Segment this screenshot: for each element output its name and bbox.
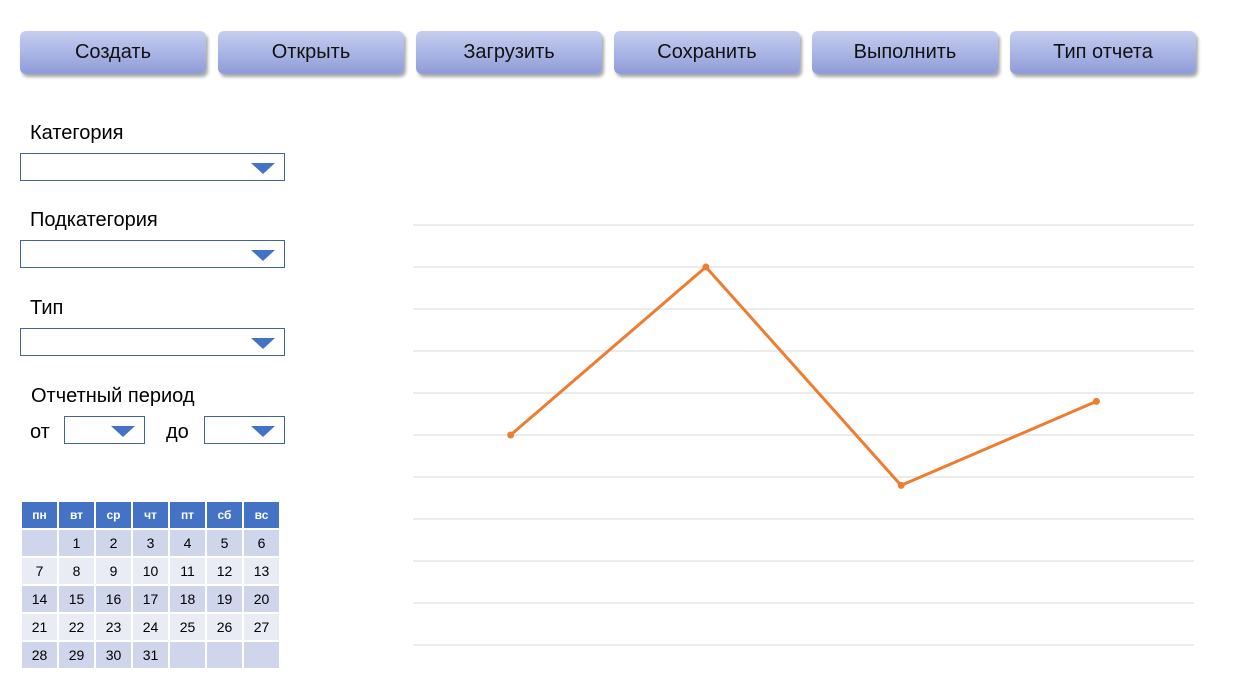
calendar-day[interactable]: 4 xyxy=(170,530,205,556)
period-from-label: от xyxy=(30,421,50,443)
weekday-sat: сб xyxy=(207,502,242,528)
calendar-day[interactable]: 23 xyxy=(96,614,131,640)
calendar-header-row: пн вт ср чт пт сб вс xyxy=(22,502,279,528)
calendar-day[interactable]: 24 xyxy=(133,614,168,640)
subcategory-select[interactable] xyxy=(20,240,285,268)
calendar-day[interactable]: 29 xyxy=(59,642,94,668)
calendar-week-row: 28 29 30 31 xyxy=(22,642,279,668)
calendar-day[interactable] xyxy=(207,642,242,668)
calendar-day[interactable]: 21 xyxy=(22,614,57,640)
calendar-day[interactable]: 20 xyxy=(244,586,279,612)
calendar-day[interactable]: 19 xyxy=(207,586,242,612)
weekday-mon: пн xyxy=(22,502,57,528)
chevron-down-icon[interactable] xyxy=(251,250,275,261)
run-button[interactable]: Выполнить xyxy=(812,31,998,74)
chart-point xyxy=(702,263,710,271)
weekday-wed: ср xyxy=(96,502,131,528)
period-label: Отчетный период xyxy=(31,385,195,407)
chart-point xyxy=(1092,397,1100,405)
calendar-day[interactable]: 13 xyxy=(244,558,279,584)
calendar-day[interactable]: 15 xyxy=(59,586,94,612)
category-select[interactable] xyxy=(20,153,285,181)
calendar-day[interactable]: 26 xyxy=(207,614,242,640)
period-to-label: до xyxy=(166,421,189,443)
calendar-day[interactable]: 8 xyxy=(59,558,94,584)
calendar-week-row: 14 15 16 17 18 19 20 xyxy=(22,586,279,612)
calendar: пн вт ср чт пт сб вс 1 2 3 4 5 6 7 8 9 1… xyxy=(20,500,281,670)
chevron-down-icon[interactable] xyxy=(251,338,275,349)
calendar-week-row: 1 2 3 4 5 6 xyxy=(22,530,279,556)
calendar-day[interactable]: 6 xyxy=(244,530,279,556)
subcategory-label: Подкатегория xyxy=(30,209,158,231)
period-to-select[interactable] xyxy=(204,416,285,444)
calendar-day[interactable]: 1 xyxy=(59,530,94,556)
calendar-day[interactable]: 18 xyxy=(170,586,205,612)
calendar-day[interactable]: 11 xyxy=(170,558,205,584)
calendar-day[interactable]: 2 xyxy=(96,530,131,556)
calendar-day[interactable]: 10 xyxy=(133,558,168,584)
calendar-day[interactable]: 7 xyxy=(22,558,57,584)
calendar-day[interactable]: 28 xyxy=(22,642,57,668)
calendar-day[interactable]: 12 xyxy=(207,558,242,584)
weekday-sun: вс xyxy=(244,502,279,528)
chevron-down-icon[interactable] xyxy=(251,426,275,437)
period-from-select[interactable] xyxy=(64,416,145,444)
calendar-day[interactable]: 30 xyxy=(96,642,131,668)
open-button[interactable]: Открыть xyxy=(218,31,404,74)
type-select[interactable] xyxy=(20,328,285,356)
calendar-day[interactable]: 9 xyxy=(96,558,131,584)
chart-series-line xyxy=(509,265,1097,487)
calendar-day[interactable]: 5 xyxy=(207,530,242,556)
calendar-day[interactable]: 16 xyxy=(96,586,131,612)
weekday-tue: вт xyxy=(59,502,94,528)
chevron-down-icon[interactable] xyxy=(111,426,135,437)
calendar-day[interactable]: 17 xyxy=(133,586,168,612)
create-button[interactable]: Создать xyxy=(20,31,206,74)
calendar-day[interactable]: 25 xyxy=(170,614,205,640)
chart-point xyxy=(507,431,515,439)
calendar-day[interactable]: 22 xyxy=(59,614,94,640)
weekday-thu: чт xyxy=(133,502,168,528)
type-label: Тип xyxy=(30,297,64,319)
calendar-day[interactable] xyxy=(170,642,205,668)
calendar-day[interactable] xyxy=(244,642,279,668)
calendar-day[interactable]: 14 xyxy=(22,586,57,612)
chart-point xyxy=(897,481,905,489)
weekday-fri: пт xyxy=(170,502,205,528)
calendar-week-row: 21 22 23 24 25 26 27 xyxy=(22,614,279,640)
calendar-week-row: 7 8 9 10 11 12 13 xyxy=(22,558,279,584)
calendar-day[interactable]: 27 xyxy=(244,614,279,640)
category-label: Категория xyxy=(30,122,124,144)
save-button[interactable]: Сохранить xyxy=(614,31,800,74)
chevron-down-icon[interactable] xyxy=(251,163,275,174)
report-type-button[interactable]: Тип отчета xyxy=(1010,31,1196,74)
load-button[interactable]: Загрузить xyxy=(416,31,602,74)
calendar-day[interactable]: 31 xyxy=(133,642,168,668)
calendar-day[interactable] xyxy=(22,530,57,556)
calendar-day[interactable]: 3 xyxy=(133,530,168,556)
